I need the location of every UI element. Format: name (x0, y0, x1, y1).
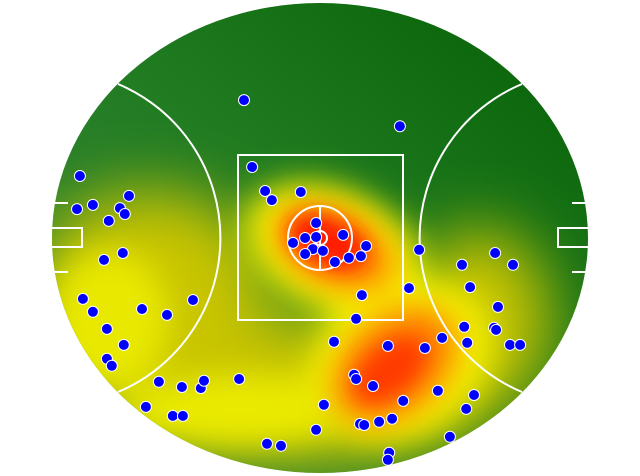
data-point (507, 258, 519, 271)
data-point (492, 300, 504, 313)
data-point (310, 231, 323, 243)
data-point (310, 423, 323, 436)
data-point (418, 342, 431, 354)
data-point (490, 323, 503, 336)
data-point (116, 247, 129, 259)
data-point (436, 331, 449, 344)
data-point (373, 415, 386, 428)
data-point (117, 338, 130, 351)
left-goal-square (52, 227, 83, 248)
data-point (355, 289, 368, 302)
data-point (381, 453, 394, 466)
right-50m-arc (418, 83, 523, 393)
data-point (73, 170, 86, 182)
data-point (514, 338, 527, 351)
data-point (287, 236, 299, 249)
data-point (337, 228, 350, 241)
data-point (161, 308, 173, 321)
data-point (504, 338, 516, 351)
data-point (456, 258, 468, 271)
data-point (123, 189, 135, 202)
data-point (386, 412, 399, 425)
data-point (350, 373, 363, 385)
data-point (393, 120, 406, 133)
data-point (261, 437, 273, 450)
data-point (350, 312, 363, 325)
data-point (86, 198, 99, 211)
data-point (358, 419, 371, 431)
data-point (397, 394, 410, 407)
data-point (464, 281, 477, 294)
data-point (259, 185, 272, 197)
data-point (139, 400, 152, 413)
data-point (166, 409, 179, 422)
data-point (71, 203, 83, 216)
data-point (275, 439, 287, 452)
data-point (316, 244, 329, 257)
data-point (468, 389, 480, 401)
data-point (98, 253, 110, 266)
scatter-points (71, 94, 527, 466)
right-goal-square (557, 227, 588, 248)
data-point (86, 305, 99, 318)
data-point (461, 336, 474, 349)
data-point (246, 161, 259, 173)
data-point (443, 430, 456, 443)
data-point (76, 292, 89, 305)
data-point (187, 294, 199, 306)
data-point (299, 232, 312, 244)
data-point (317, 398, 330, 411)
data-point (367, 380, 379, 392)
data-point (105, 359, 118, 372)
data-point (299, 248, 312, 260)
data-point (403, 282, 415, 295)
data-point (265, 194, 278, 207)
data-point (381, 339, 394, 352)
data-point (354, 250, 367, 263)
data-point (175, 381, 188, 393)
field-markings (52, 83, 588, 393)
data-point (233, 373, 246, 385)
data-point (328, 335, 340, 348)
data-point (413, 243, 426, 256)
centre-square (237, 154, 404, 321)
data-point (294, 186, 307, 198)
data-point (342, 251, 355, 264)
data-point (238, 94, 250, 107)
left-50m-arc (117, 83, 222, 393)
data-point (152, 375, 165, 388)
data-point (489, 247, 502, 259)
data-point (198, 374, 210, 387)
data-point (102, 214, 115, 227)
data-point (460, 402, 473, 415)
data-point (431, 384, 444, 397)
data-point (458, 320, 471, 333)
data-point (118, 208, 131, 220)
data-point (176, 409, 189, 422)
data-point (328, 256, 341, 268)
data-point (100, 322, 113, 335)
data-point (360, 240, 373, 252)
data-point (136, 303, 148, 315)
data-point (310, 217, 323, 229)
